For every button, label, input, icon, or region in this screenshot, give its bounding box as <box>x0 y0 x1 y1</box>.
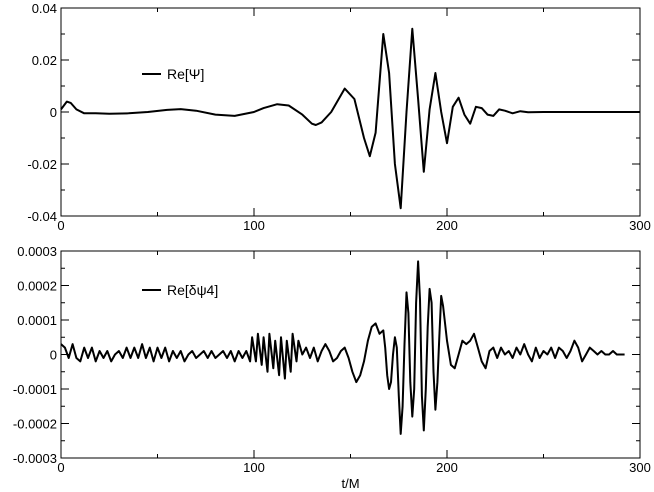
series-line-2 <box>60 260 625 435</box>
y-tick-label: 0.0002 <box>17 279 57 294</box>
x-tick-label: 200 <box>436 218 458 233</box>
legend-label: Re[δψ4] <box>167 282 218 298</box>
y-tick-label: -0.0002 <box>13 417 57 432</box>
y-tick-label: -0.02 <box>27 157 57 172</box>
x-tick-label: 100 <box>243 218 265 233</box>
y-tick-label: 0 <box>50 348 57 363</box>
chart-panel-1: 0 100 200 300 -0.04 -0.02 0 0.02 0.04 Re[Ψ] <box>27 1 650 233</box>
series-line-1 <box>60 27 640 210</box>
x-tick-label: 0 <box>57 460 64 475</box>
y-tick-label: 0.04 <box>32 1 57 16</box>
y-tick-label: 0.02 <box>32 53 57 68</box>
x-tick-label: 300 <box>629 460 651 475</box>
x-tick-label: 200 <box>436 460 458 475</box>
x-tick-label: 300 <box>629 218 651 233</box>
x-tick-label: 100 <box>243 460 265 475</box>
y-tick-label: -0.0003 <box>13 451 57 466</box>
y-tick-label: -0.04 <box>27 209 57 224</box>
legend-label: Re[Ψ] <box>167 66 204 82</box>
legend: Re[Ψ] <box>142 66 204 82</box>
x-tick-label: 0 <box>57 218 64 233</box>
y-tick-label: -0.0001 <box>13 382 57 397</box>
y-tick-label: 0 <box>50 105 57 120</box>
chart-panel-2: 0 100 200 300 -0.0003 -0.0002 -0.0001 0 0.0001 0.… <box>13 244 651 491</box>
x-axis-label: t/M <box>341 476 359 491</box>
legend: Re[δψ4] <box>142 282 218 298</box>
y-tick-label: 0.0001 <box>17 313 57 328</box>
y-tick-label: 0.0003 <box>17 244 57 259</box>
